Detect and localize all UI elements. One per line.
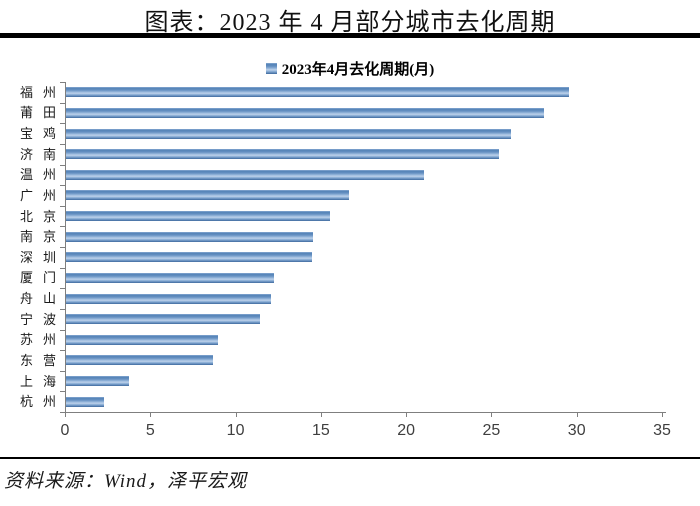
- y-axis-tick: [60, 391, 65, 392]
- y-axis-tick: [60, 185, 65, 186]
- x-axis-tick-label: 10: [226, 422, 245, 439]
- y-axis-tick: [60, 412, 65, 413]
- bar: [66, 128, 512, 139]
- bar: [66, 314, 261, 325]
- y-axis-label: 莆田: [20, 105, 56, 121]
- x-axis-tick-label: 25: [482, 422, 501, 439]
- x-axis-tick-label: 20: [397, 422, 416, 439]
- y-axis-tick: [60, 165, 65, 166]
- y-axis-tick: [60, 288, 65, 289]
- y-axis-tick: [60, 309, 65, 310]
- y-axis-tick: [60, 144, 65, 145]
- x-axis-tick: [150, 413, 152, 417]
- y-axis-label: 宁波: [20, 311, 56, 327]
- y-axis-label: 温州: [20, 167, 56, 183]
- y-axis-label: 深圳: [20, 249, 56, 265]
- x-axis-tick: [662, 413, 663, 417]
- bar: [66, 107, 544, 118]
- y-axis-label: 南京: [20, 229, 56, 245]
- y-axis-tick: [60, 123, 65, 124]
- bar: [66, 334, 218, 345]
- y-axis-tick: [60, 371, 65, 372]
- bar: [66, 252, 312, 263]
- y-axis-label: 厦门: [20, 270, 56, 286]
- x-axis-tick: [491, 413, 493, 417]
- bar: [66, 376, 130, 387]
- y-axis-label: 东营: [20, 352, 56, 368]
- bar: [66, 211, 331, 222]
- x-axis-tick-label: 5: [145, 422, 155, 439]
- x-axis-tick-label: 30: [567, 422, 586, 439]
- bar: [66, 87, 570, 98]
- y-axis-label: 杭州: [20, 394, 56, 410]
- y-axis-label: 北京: [20, 208, 56, 224]
- y-axis-tick: [60, 226, 65, 227]
- x-axis-line: [61, 412, 666, 413]
- page-title: 图表：2023 年 4 月部分城市去化周期: [144, 10, 556, 36]
- y-axis-label: 济南: [20, 146, 56, 162]
- y-axis-label: 宝鸡: [20, 126, 56, 142]
- bar: [66, 355, 213, 366]
- x-axis-tick-label: 15: [311, 422, 330, 439]
- chart-legend: 2023年4月去化周期(月): [0, 58, 700, 79]
- y-axis-tick: [60, 350, 65, 351]
- x-axis-tick: [406, 413, 408, 417]
- x-axis-tick-label: 0: [60, 422, 70, 439]
- x-axis-tick: [320, 413, 322, 417]
- x-axis-tick: [576, 413, 578, 417]
- source-text: 资料来源：Wind，泽平宏观: [4, 471, 248, 492]
- bar: [66, 231, 314, 242]
- y-axis-label: 广州: [20, 187, 56, 203]
- footer-divider: [0, 457, 700, 459]
- x-axis-tick-label: 35: [653, 422, 671, 439]
- legend-swatch-icon: [265, 63, 277, 74]
- y-axis-line: [65, 82, 66, 413]
- bar: [66, 149, 500, 160]
- bar: [66, 293, 271, 304]
- y-axis-tick: [60, 82, 65, 83]
- y-axis-label: 上海: [20, 373, 56, 389]
- y-axis-tick: [60, 330, 65, 331]
- y-axis-label: 福州: [20, 84, 56, 100]
- bar: [66, 272, 275, 283]
- y-axis-tick: [60, 103, 65, 104]
- bar: [66, 396, 104, 407]
- y-axis-tick: [60, 268, 65, 269]
- y-axis-tick: [60, 247, 65, 248]
- x-axis-tick: [235, 413, 237, 417]
- legend-label: 2023年4月去化周期(月): [281, 62, 435, 78]
- plot-area: 福州莆田宝鸡济南温州广州北京南京深圳厦门舟山宁波苏州东营上海杭州 0 5 10 15 20…: [20, 82, 671, 439]
- bar: [66, 169, 425, 180]
- y-axis-label: 苏州: [20, 332, 56, 348]
- bar: [66, 190, 350, 201]
- x-axis-tick: [65, 413, 66, 417]
- title-divider: [0, 33, 700, 38]
- y-axis-label: 舟山: [20, 291, 56, 307]
- y-axis-tick: [60, 206, 65, 207]
